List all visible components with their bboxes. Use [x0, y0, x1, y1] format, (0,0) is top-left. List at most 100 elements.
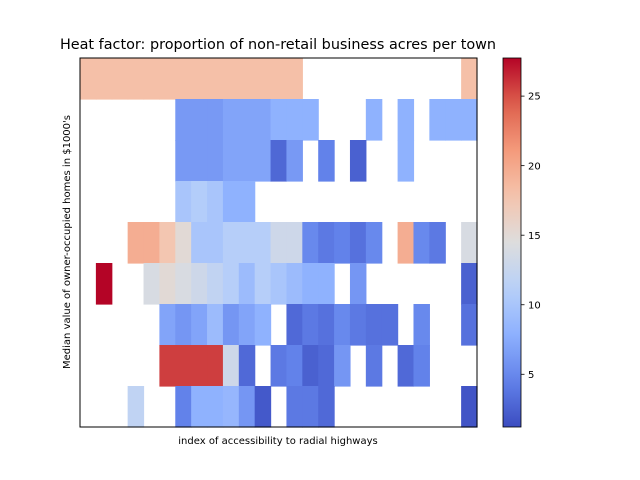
heatmap-cell — [302, 263, 319, 305]
colorbar-tick-label: 10 — [528, 300, 541, 311]
heatmap-cell — [191, 222, 208, 264]
heatmap-cell — [191, 263, 208, 305]
heatmap-cell — [254, 99, 272, 141]
chart-title: Heat factor: proportion of non-retail bu… — [60, 37, 496, 53]
heatmap-cell — [429, 222, 446, 264]
heatmap-cell — [413, 304, 430, 346]
heatmap-cell — [111, 58, 129, 100]
heatmap-cell — [175, 304, 192, 346]
heatmap-cell — [159, 58, 176, 100]
heatmap-cell — [365, 304, 383, 346]
heatmap-cell — [254, 140, 272, 182]
heatmap-cell — [397, 222, 415, 264]
heatmap-cell — [286, 304, 303, 346]
heatmap-cell — [318, 263, 335, 305]
heatmap-cell — [159, 304, 176, 346]
heatmap-cell — [334, 345, 351, 387]
heatmap-cell — [222, 345, 240, 387]
heatmap-cell — [238, 181, 256, 223]
heatmap-cell — [318, 140, 335, 182]
heatmap-cell — [349, 222, 367, 264]
heatmap-cell — [80, 58, 97, 100]
heatmap-cell — [207, 222, 224, 264]
heatmap-cell — [175, 222, 192, 264]
heatmap-cell — [159, 345, 176, 387]
heatmap-cell — [413, 222, 430, 264]
heatmap-cell — [207, 263, 224, 305]
heatmap-cell — [461, 99, 478, 141]
heatmap-cell — [159, 222, 176, 264]
heatmap-cell — [302, 386, 319, 428]
heatmap-cell — [175, 99, 192, 141]
heatmap-cell — [222, 304, 240, 346]
heatmap-cell — [191, 345, 208, 387]
heatmap-cell — [238, 99, 256, 141]
heatmap-cell — [397, 99, 415, 141]
heatmap-cell — [461, 58, 478, 100]
heatmap-cell — [461, 263, 478, 305]
heatmap-cell — [286, 222, 303, 264]
heatmap-cell — [461, 222, 478, 264]
heatmap-cell — [207, 386, 224, 428]
heatmap-cell — [238, 386, 256, 428]
heatmap-cell — [143, 58, 160, 100]
heatmap-cell — [318, 222, 335, 264]
heatmap-cell — [191, 99, 208, 141]
heatmap-cell — [318, 345, 335, 387]
heatmap-cell — [254, 386, 272, 428]
heatmap-cell — [207, 304, 224, 346]
heatmap-cell — [175, 58, 192, 100]
heatmap-cell — [95, 263, 113, 305]
heatmap-cell — [191, 386, 208, 428]
heatmap-cell — [318, 304, 335, 346]
colorbar-tick-label: 25 — [528, 92, 541, 103]
heatmap-cell — [397, 140, 415, 182]
plot-frame — [79, 57, 478, 428]
heatmap-cell — [175, 345, 192, 387]
heatmap-cell — [461, 386, 478, 428]
heatmap-cell — [238, 345, 256, 387]
heatmap-cell — [286, 140, 303, 182]
heatmap-cell — [270, 263, 288, 305]
heatmap-cells — [80, 58, 478, 428]
heatmap-cell — [270, 58, 288, 100]
heatmap-cell — [302, 345, 319, 387]
heatmap-cell — [191, 140, 208, 182]
heatmap-cell — [349, 140, 367, 182]
heatmap-cell — [207, 345, 224, 387]
heatmap-cell — [270, 99, 288, 141]
heatmap-cell — [270, 345, 288, 387]
heatmap-cell — [286, 58, 303, 100]
heatmap-cell — [286, 386, 303, 428]
heatmap-cell — [334, 304, 351, 346]
heatmap-cell — [349, 304, 367, 346]
heatmap-cell — [238, 263, 256, 305]
heatmap-cell — [222, 181, 240, 223]
heatmap-cell — [143, 222, 160, 264]
colorbar-tick-label: 5 — [528, 370, 534, 381]
y-axis-label: Median value of owner-occupied homes in … — [62, 115, 73, 369]
heatmap-cell — [254, 58, 272, 100]
heatmap-cell — [175, 263, 192, 305]
heatmap-cell — [191, 181, 208, 223]
colorbar — [502, 57, 522, 428]
heatmap-cell — [318, 386, 335, 428]
heatmap-cell — [191, 304, 208, 346]
heatmap-cell — [254, 222, 272, 264]
heatmap-cell — [270, 140, 288, 182]
heatmap-cell — [159, 263, 176, 305]
heatmap-cell — [461, 304, 478, 346]
heatmap-cell — [302, 304, 319, 346]
heatmap-cell — [222, 58, 240, 100]
heatmap-cell — [95, 58, 113, 100]
heatmap-cell — [207, 140, 224, 182]
heatmap-cell — [286, 345, 303, 387]
heatmap-cell — [365, 99, 383, 141]
heatmap-cell — [207, 99, 224, 141]
heatmap-cell — [143, 263, 160, 305]
colorbar-ticks: 5 10 15 20 25 — [521, 92, 541, 381]
colorbar-tick-label: 15 — [528, 231, 541, 242]
x-axis-label: index of accessibility to radial highway… — [178, 436, 377, 447]
heatmap-cell — [286, 99, 303, 141]
